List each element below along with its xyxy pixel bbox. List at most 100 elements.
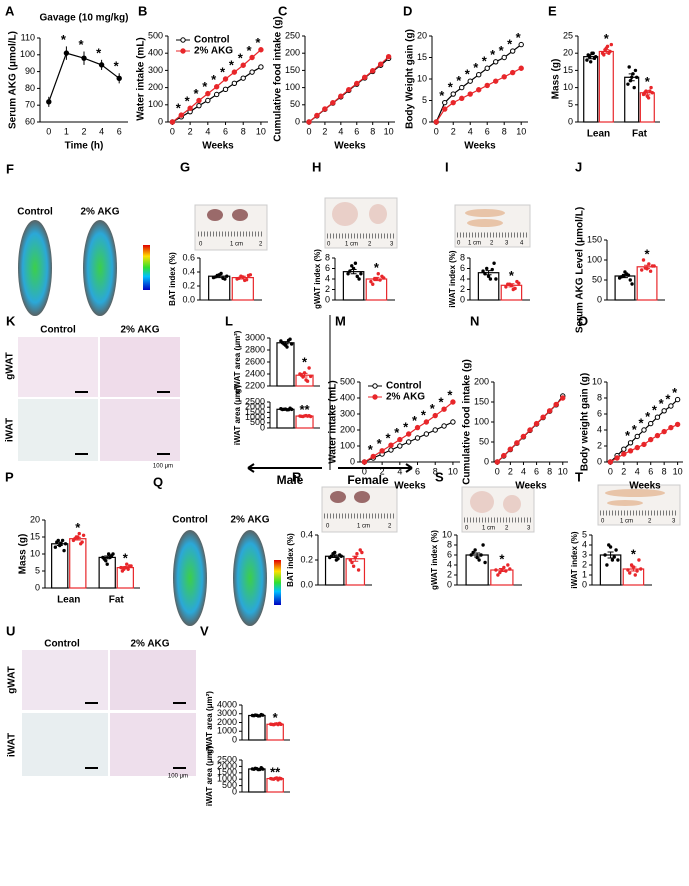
- data-point: [603, 553, 607, 557]
- x-tick-label: 2: [508, 466, 513, 476]
- marker: [661, 428, 667, 435]
- data-point: [645, 94, 650, 98]
- data-point: [258, 767, 262, 772]
- data-point: [299, 414, 304, 419]
- x-tick-label: 10: [673, 466, 683, 476]
- marker: [385, 53, 392, 60]
- data-point: [261, 713, 265, 717]
- histology-image: [18, 337, 180, 461]
- y-axis-label: Mass (g): [18, 534, 29, 575]
- marker: [614, 455, 620, 461]
- bar: [116, 566, 134, 589]
- panel-letter: V: [200, 623, 209, 638]
- x-axis-label: Weeks: [464, 141, 496, 152]
- significance: **: [270, 764, 281, 779]
- data-point: [120, 569, 125, 573]
- bar: [583, 56, 599, 123]
- data-point: [494, 568, 498, 572]
- y-tick-label: 200: [148, 82, 163, 92]
- significance: *: [509, 268, 515, 283]
- y-axis-label: Body Weight gain (g): [405, 29, 416, 129]
- x-tick-label: 6: [415, 466, 420, 476]
- sex-label: Female: [347, 473, 389, 487]
- y-tick-label: 400: [148, 48, 163, 58]
- panel-letter: O: [578, 313, 588, 328]
- significance: *: [625, 428, 631, 443]
- data-point: [635, 75, 639, 79]
- y-tick-label: 2800: [245, 344, 265, 354]
- marker: [213, 91, 220, 98]
- y-tick-label: 0: [484, 456, 489, 466]
- y-tick-label: 4000: [217, 699, 237, 709]
- x-tick-label: 10: [558, 466, 568, 476]
- y-tick-label: 300: [148, 65, 163, 75]
- y-tick-label: 1000: [217, 774, 237, 784]
- marker: [634, 433, 640, 440]
- x-tick-label: 2: [380, 466, 385, 476]
- x-tick-label: Lean: [587, 129, 610, 140]
- tissue-photo: 0 1 cm 2: [194, 204, 268, 251]
- legend-marker: [372, 383, 378, 389]
- data-point: [488, 277, 493, 281]
- marker: [441, 423, 447, 429]
- data-point: [506, 282, 510, 286]
- y-tick-label: 5: [568, 99, 573, 109]
- data-point: [616, 558, 620, 562]
- bar: [636, 266, 658, 301]
- marker: [169, 119, 176, 125]
- marker: [116, 75, 122, 82]
- data-point: [286, 338, 291, 343]
- x-tick-label: Fat: [109, 595, 125, 606]
- y-tick-label: 8: [325, 252, 330, 262]
- y-tick-label: 0.4: [182, 266, 195, 276]
- data-point: [610, 558, 615, 562]
- tissue-photo: 0 1 cm 2 3 4: [454, 204, 531, 248]
- marker: [81, 55, 87, 61]
- significance: *: [368, 442, 374, 457]
- panel-letter: M: [335, 313, 346, 328]
- ruler-label: 1 cm: [620, 519, 633, 525]
- data-point: [126, 567, 130, 571]
- marker: [654, 432, 661, 439]
- data-point: [631, 72, 635, 76]
- marker: [441, 406, 447, 412]
- y-tick-label: 8: [447, 539, 452, 549]
- data-point: [374, 277, 379, 281]
- y-tick-label: 2600: [245, 356, 265, 366]
- y-tick-label: 5: [582, 529, 587, 539]
- y-tick-label: 4: [447, 559, 452, 569]
- data-point: [637, 558, 641, 562]
- x-tick-label: 0: [608, 466, 613, 476]
- y-tick-label: 1: [582, 569, 587, 579]
- x-tick-label: 8: [433, 466, 438, 476]
- x-tick-label: 4: [205, 126, 210, 136]
- bar: [345, 558, 366, 586]
- x-tick-label: 0: [170, 126, 175, 136]
- x-tick-label: 10: [448, 466, 458, 476]
- significance: *: [114, 59, 120, 74]
- data-point: [351, 564, 356, 568]
- significance: *: [75, 520, 81, 535]
- data-point: [591, 51, 595, 55]
- data-point: [280, 407, 285, 412]
- data-point: [353, 261, 358, 265]
- group-label: 2% AKG: [130, 639, 169, 650]
- marker: [388, 447, 394, 453]
- data-point: [255, 713, 259, 718]
- bar: [98, 556, 116, 589]
- scale-label: 100 μm: [168, 774, 188, 780]
- data-point: [258, 714, 262, 718]
- marker: [459, 84, 465, 91]
- legend-label: Control: [386, 381, 422, 392]
- y-tick-label: 4: [582, 539, 587, 549]
- data-point: [614, 548, 618, 552]
- data-point: [602, 53, 606, 57]
- marker: [405, 431, 412, 437]
- data-point: [633, 573, 637, 577]
- significance: *: [507, 36, 513, 51]
- data-point: [469, 553, 473, 557]
- x-tick-label: 2: [621, 466, 626, 476]
- significance: *: [385, 431, 391, 446]
- significance: *: [247, 43, 253, 58]
- x-tick-label: 2: [81, 126, 86, 136]
